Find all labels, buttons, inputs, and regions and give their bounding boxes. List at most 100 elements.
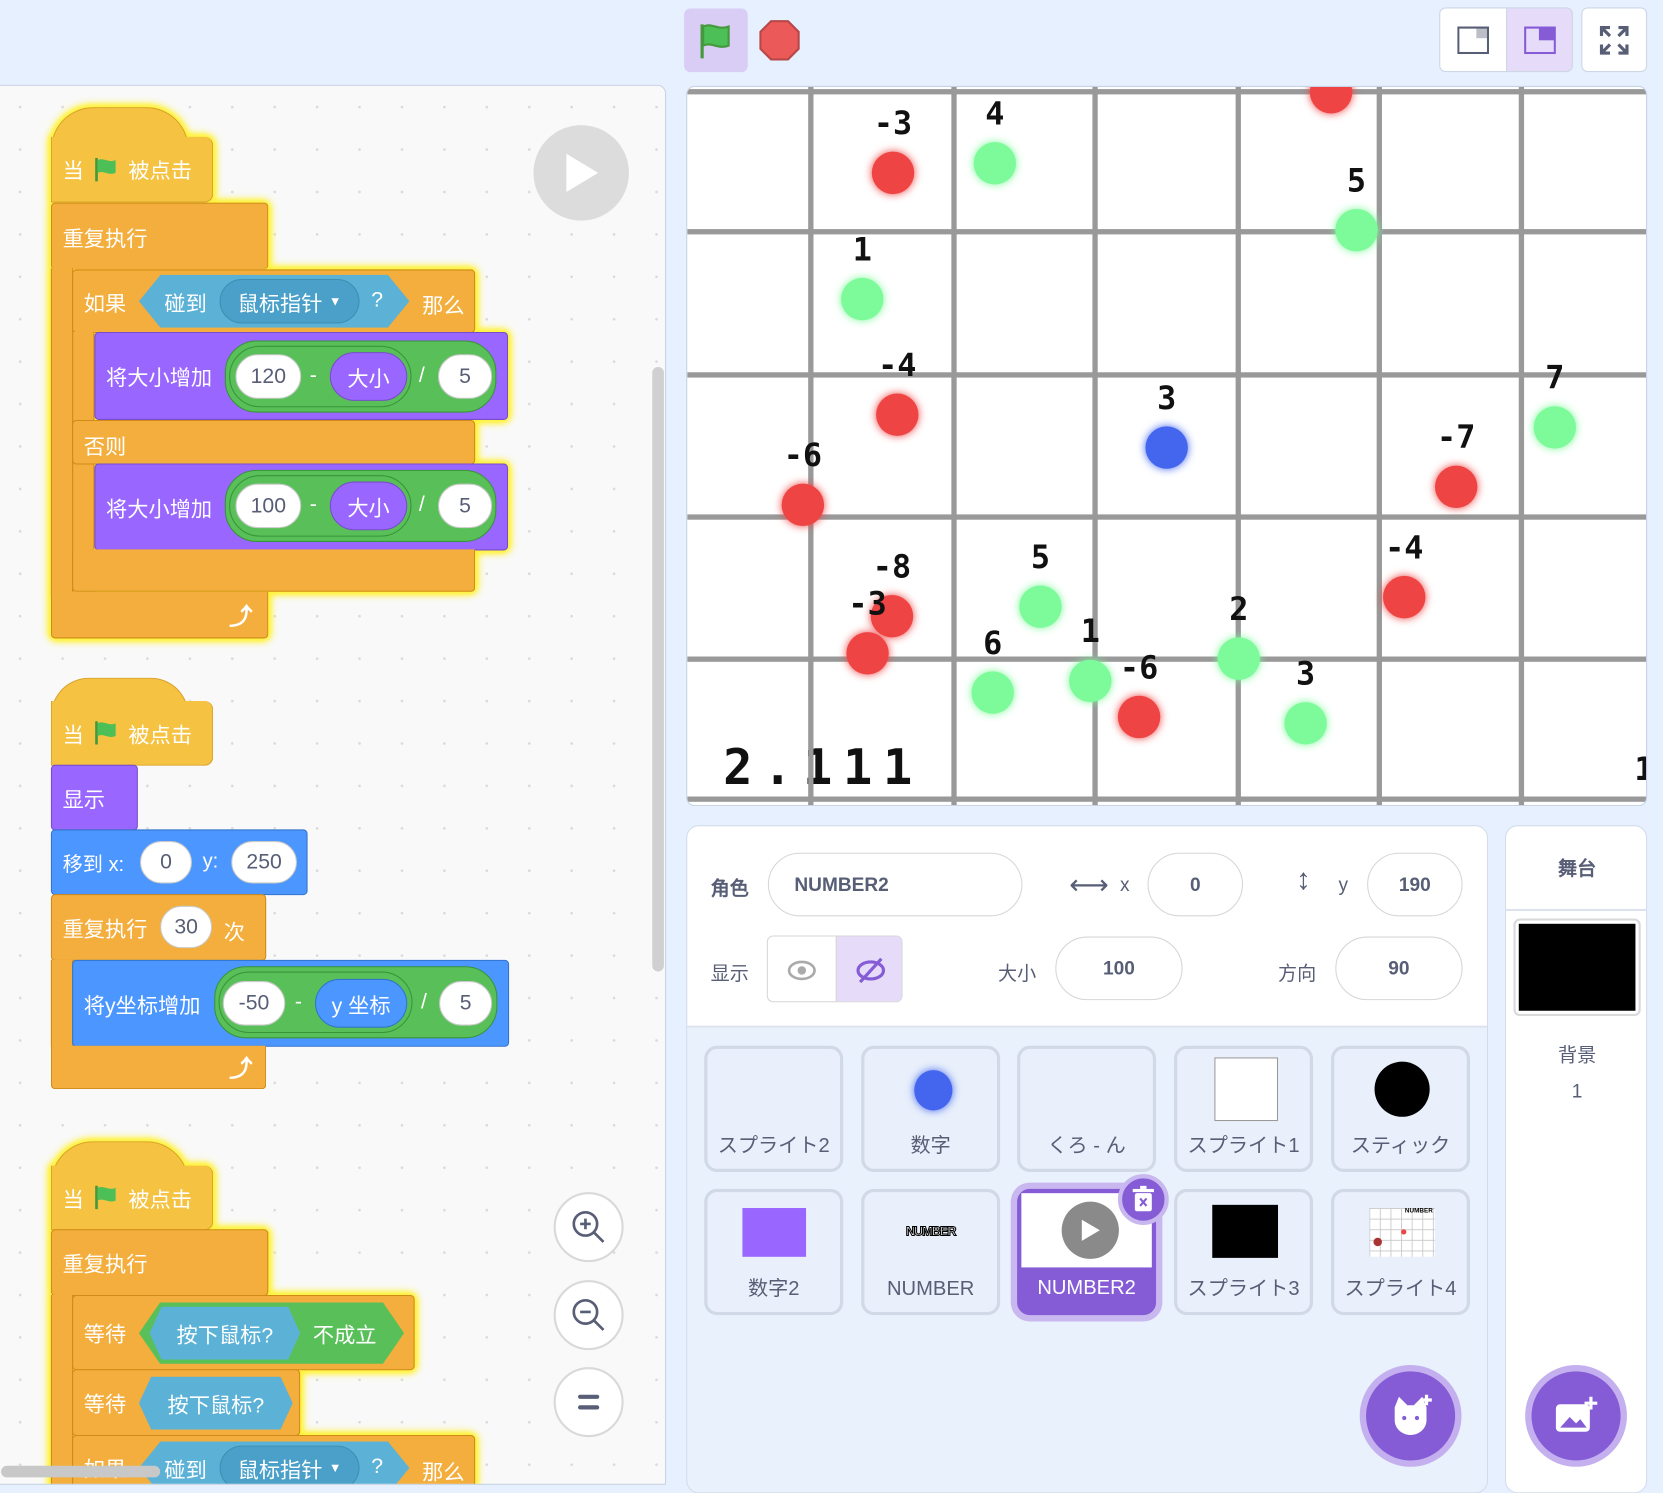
dot-number-label: 7 bbox=[1545, 360, 1565, 398]
y-position-reporter[interactable]: y 坐标 bbox=[314, 978, 408, 1028]
backdrops-count: 1 bbox=[1571, 1080, 1583, 1102]
normal-stage-button[interactable] bbox=[1506, 7, 1573, 73]
number-input[interactable]: -50 bbox=[222, 981, 286, 1026]
show-toggle[interactable] bbox=[766, 935, 903, 1003]
run-script-button[interactable] bbox=[533, 125, 629, 221]
size-reporter[interactable]: 大小 bbox=[329, 352, 408, 401]
sprite-name: 数字 bbox=[910, 1134, 951, 1158]
sprite-tile[interactable]: NUMBER NUMBER bbox=[861, 1188, 1001, 1316]
green-dot bbox=[1069, 659, 1112, 703]
small-stage-icon bbox=[1457, 25, 1490, 54]
delete-sprite-button[interactable] bbox=[1117, 1174, 1169, 1225]
stage-title: 舞台 bbox=[1506, 826, 1647, 912]
equals-icon bbox=[578, 1394, 600, 1410]
size-reporter[interactable]: 大小 bbox=[329, 481, 408, 531]
grid-line bbox=[808, 86, 814, 805]
zoom-in-icon bbox=[572, 1210, 605, 1243]
forever-block[interactable]: 重复执行 bbox=[50, 202, 269, 270]
blue-dot bbox=[1145, 426, 1188, 469]
script-when-flag-wait[interactable]: 当 被点击 重复执行 等待 不成立 按下鼠标? 等待 按下鼠标? 如果 碰到 鼠… bbox=[1, 86, 531, 1484]
horizontal-scrollbar[interactable] bbox=[1, 1465, 161, 1478]
small-stage-button[interactable] bbox=[1439, 7, 1508, 73]
else-label: 否则 bbox=[72, 419, 476, 465]
stage-pane: 舞台 背景 1 bbox=[1504, 825, 1648, 1493]
eye-hidden-icon bbox=[855, 957, 885, 983]
when-flag-clicked-block[interactable]: 当 被点击 bbox=[50, 136, 214, 203]
play-icon bbox=[1081, 1219, 1100, 1241]
sprite-name: 数字2 bbox=[747, 1278, 800, 1301]
red-dot bbox=[871, 151, 915, 195]
number-input[interactable]: 100 bbox=[235, 483, 302, 529]
choose-backdrop-button[interactable] bbox=[1525, 1364, 1627, 1467]
dot-number-label: -8 bbox=[872, 548, 912, 586]
code-area[interactable]: 当 被点击 重复执行 如果 碰到 鼠标指针 ▼ ? 那么 将大小增加 120 - … bbox=[0, 84, 667, 1485]
red-dot bbox=[870, 594, 914, 638]
dot-number-label: 1 bbox=[1080, 613, 1100, 651]
sprite-tile[interactable]: スプライト2 bbox=[704, 1045, 844, 1172]
y-input[interactable]: 250 bbox=[231, 841, 297, 884]
dot-number-label: -6 bbox=[783, 437, 823, 475]
zoom-out-button[interactable] bbox=[553, 1280, 624, 1351]
green-dot bbox=[1019, 585, 1062, 628]
mouse-down-condition[interactable]: 按下鼠标? bbox=[138, 1376, 293, 1430]
size-input[interactable]: 100 bbox=[1055, 936, 1183, 1001]
dot-number-label: 4 bbox=[985, 95, 1005, 134]
choose-sprite-button[interactable] bbox=[1359, 1364, 1462, 1467]
dot-number-label: -3 bbox=[873, 105, 913, 143]
sprite-tile[interactable]: NUMBER スプライト4 bbox=[1331, 1188, 1470, 1316]
green-dot bbox=[971, 671, 1014, 714]
green-flag-button[interactable] bbox=[684, 8, 748, 73]
green-dot bbox=[841, 277, 884, 321]
purple-square-thumb bbox=[742, 1208, 807, 1257]
sprite-name-input[interactable]: NUMBER2 bbox=[767, 852, 1023, 917]
sprite-tile[interactable]: くろ - ん bbox=[1017, 1045, 1157, 1172]
dot-number-label: -6 bbox=[1119, 649, 1159, 687]
number-input[interactable]: 120 bbox=[235, 354, 302, 399]
sprite-tile[interactable]: NUMBER2 bbox=[1017, 1174, 1169, 1316]
show-visible-button[interactable] bbox=[768, 937, 836, 1002]
sprite-tile[interactable]: スプライト1 bbox=[1174, 1045, 1314, 1172]
stop-button[interactable] bbox=[758, 19, 800, 61]
mouse-down-condition[interactable]: 按下鼠标? bbox=[149, 1306, 301, 1360]
show-hidden-button[interactable] bbox=[835, 936, 902, 1002]
direction-input[interactable]: 90 bbox=[1335, 936, 1463, 1001]
dot-number-label: -3 bbox=[848, 585, 887, 624]
number-input[interactable]: 5 bbox=[439, 981, 493, 1026]
sprite-tile[interactable]: 数字2 bbox=[704, 1188, 844, 1316]
when-flag-clicked-block[interactable]: 当 被点击 bbox=[50, 701, 214, 766]
fullscreen-button[interactable] bbox=[1581, 7, 1648, 73]
repeat-count-input[interactable]: 30 bbox=[160, 905, 213, 949]
script-when-flag-size[interactable]: 当 被点击 重复执行 如果 碰到 鼠标指针 ▼ ? 那么 将大小增加 120 - … bbox=[1, 86, 531, 659]
script-when-flag-move[interactable]: 当 被点击 显示 移到 x: 0 y: 250 重复执行 30 次 将y坐标增加… bbox=[1, 86, 531, 1104]
red-dot bbox=[876, 393, 919, 436]
y-arrows-icon: ↕ bbox=[1296, 862, 1311, 896]
vertical-scrollbar[interactable] bbox=[652, 366, 664, 972]
number-input[interactable]: 5 bbox=[438, 354, 493, 399]
dot-number-label: -7 bbox=[1437, 419, 1476, 457]
green-flag-icon bbox=[95, 721, 116, 745]
x-input[interactable]: 0 bbox=[139, 841, 192, 884]
play-icon bbox=[566, 153, 599, 192]
backdrop-thumbnail[interactable] bbox=[1513, 918, 1641, 1017]
grid-line bbox=[687, 796, 1647, 802]
number-input[interactable]: 5 bbox=[438, 483, 493, 529]
touching-target-dropdown[interactable]: 鼠标指针 ▼ bbox=[219, 1445, 360, 1484]
zoom-reset-button[interactable] bbox=[553, 1367, 624, 1438]
sprite-tile[interactable]: スティック bbox=[1331, 1045, 1470, 1172]
x-arrows-icon: ⟷ bbox=[1069, 868, 1109, 901]
when-flag-clicked-block[interactable]: 当 被点击 bbox=[50, 1165, 214, 1231]
show-block[interactable]: 显示 bbox=[50, 764, 138, 831]
dot-number-label: 5 bbox=[1030, 539, 1051, 577]
dot-number-label: 5 bbox=[1346, 162, 1367, 200]
forever-block[interactable]: 重复执行 bbox=[50, 1229, 269, 1297]
y-position-input[interactable]: 190 bbox=[1367, 852, 1463, 917]
grid-line bbox=[687, 656, 1647, 662]
touching-target-dropdown[interactable]: 鼠标指针 ▼ bbox=[219, 278, 360, 324]
x-position-input[interactable]: 0 bbox=[1147, 852, 1244, 917]
black-rect-thumb bbox=[1212, 1204, 1279, 1258]
zoom-in-button[interactable] bbox=[553, 1192, 624, 1263]
green-dot bbox=[1217, 637, 1260, 680]
sprite-tile[interactable]: スプライト3 bbox=[1174, 1188, 1314, 1316]
sprite-tile[interactable]: 数字 bbox=[861, 1045, 1001, 1172]
